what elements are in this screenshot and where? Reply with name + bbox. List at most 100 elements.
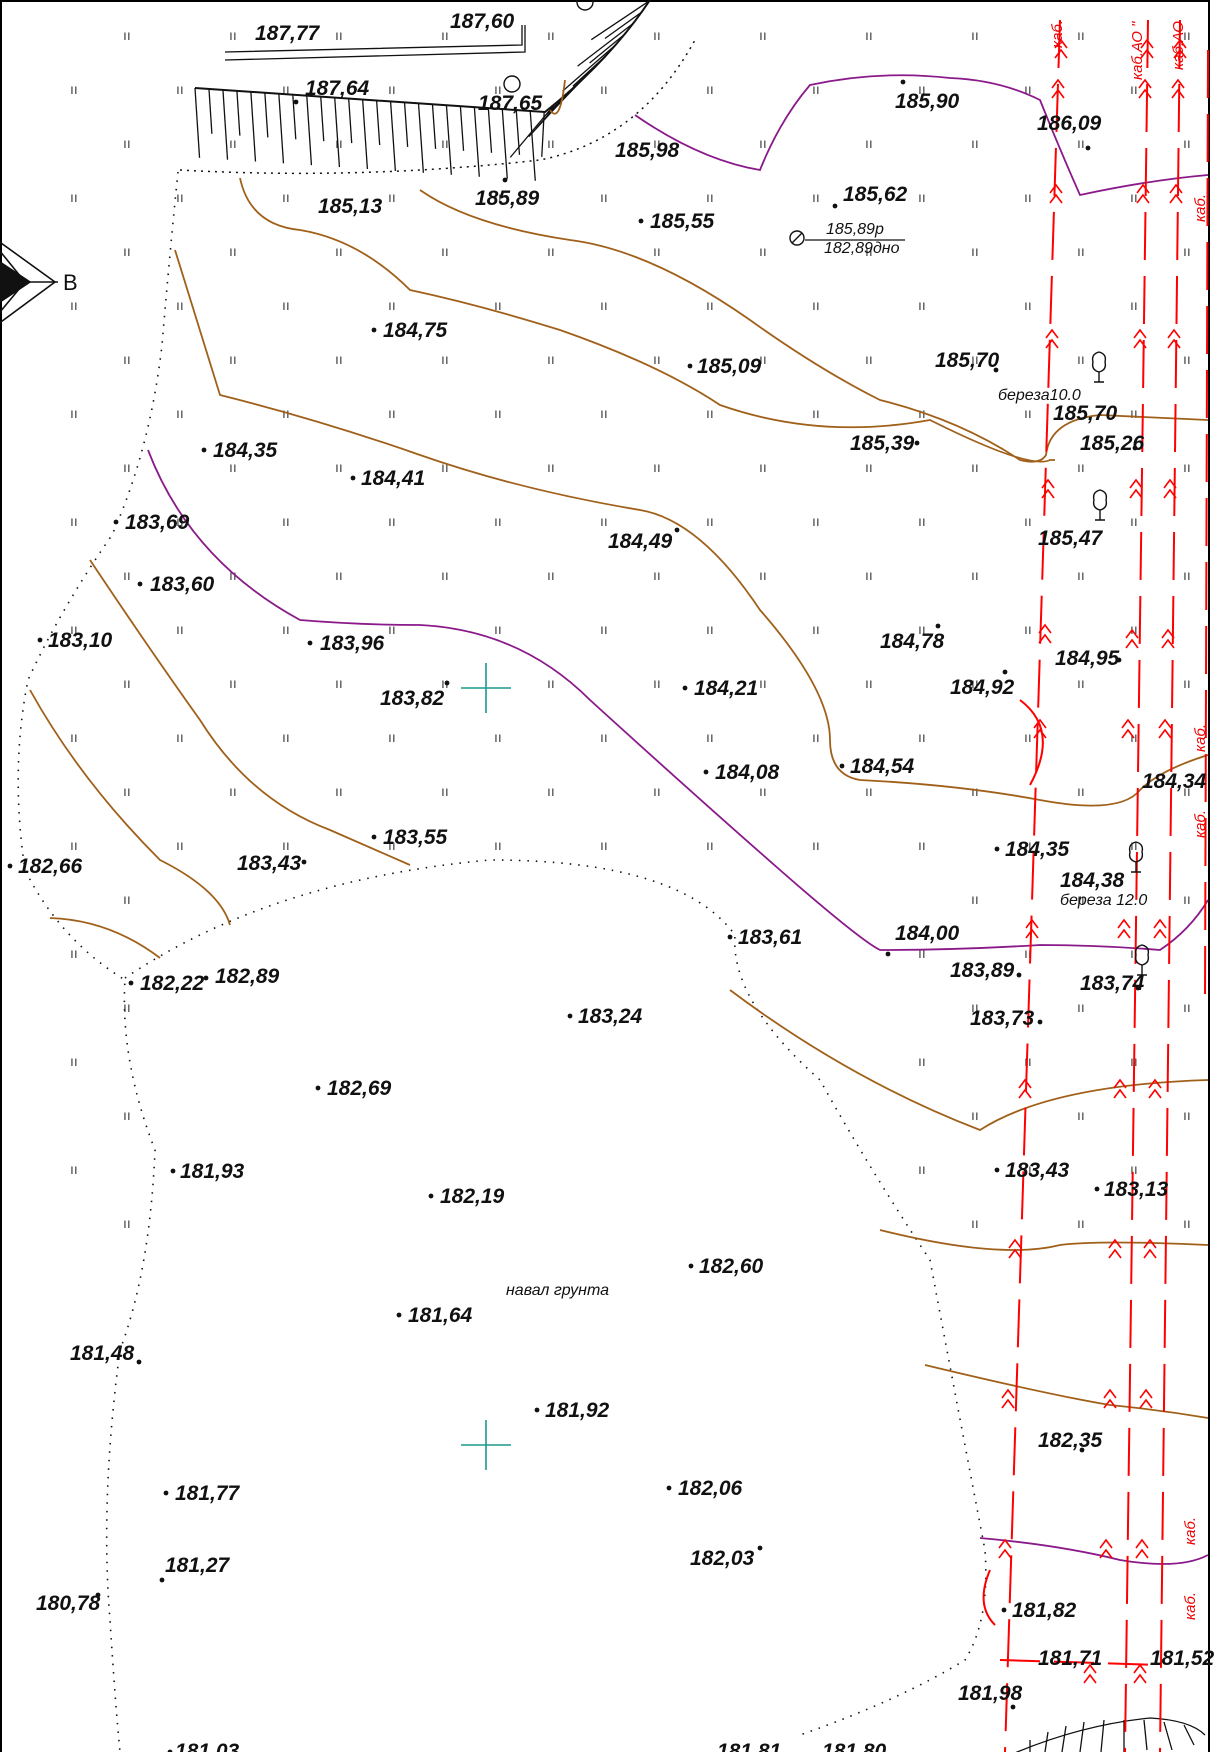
spot-height-dot [136,1359,142,1365]
cable-arrow [1051,78,1065,99]
grass-symbol: ıı [812,405,820,421]
spot-height-dot [935,623,941,629]
grass-symbol: ıı [865,675,873,691]
well-top-elevation: 185,89р [826,221,884,238]
spot-height-dot [1132,445,1138,451]
cable-label: каб. [1049,20,1066,48]
spot-height-label: 187,65 [478,92,543,115]
spot-height-dot [167,1749,173,1752]
spot-height-dot [534,1407,540,1413]
grass-symbol: ıı [335,567,343,583]
grass-symbol: ıı [176,513,184,529]
cable-arrow [1121,718,1135,739]
contour-line [147,449,1209,951]
grass-symbol: ıı [971,999,979,1015]
spot-height-label: 183,74 [1080,972,1145,995]
spot-height-label: 184,49 [608,530,673,553]
cable-arrow [1117,918,1131,939]
spot-height-label: 187,64 [305,77,370,100]
cable-arrow [1167,328,1181,349]
grass-symbol: ıı [1183,351,1191,367]
grass-symbol: ıı [229,135,237,151]
grass-symbol: ıı [123,675,131,691]
contour-line [634,74,1209,197]
spot-height-dot [371,327,377,333]
grass-symbol: ıı [1130,81,1138,97]
grass-symbol: ıı [971,1215,979,1231]
grass-symbol: ıı [759,459,767,475]
grass-symbol: ıı [759,243,767,259]
contour-line [419,189,1209,463]
grass-symbol: ıı [706,405,714,421]
grass-symbol: ıı [70,621,78,637]
grass-symbol: ıı [1077,135,1085,151]
grass-symbol: ıı [812,729,820,745]
grass-symbol: ıı [1024,513,1032,529]
spot-height-label: 185,89 [475,187,540,210]
hatch-line [194,87,201,158]
spot-height-dot [687,363,693,369]
cable-arrow [1125,628,1139,649]
spot-height-dot [428,1193,434,1199]
spot-height-label: 182,19 [440,1185,505,1208]
spot-height-dot [1002,669,1008,675]
spot-height-dot [885,951,891,957]
hatch-line [348,98,353,144]
grass-symbol: ıı [653,27,661,43]
cable-arrow [1025,918,1039,939]
grass-symbol: ıı [441,351,449,367]
grass-symbol: ıı [1183,27,1191,43]
grass-symbol: ıı [123,27,131,43]
grass-symbol: ıı [70,297,78,313]
spot-height-label: 182,35 [1038,1429,1103,1452]
grass-symbol: ıı [1130,837,1138,853]
grid-cross [461,663,511,1470]
grass-symbol: ıı [600,513,608,529]
grass-symbol: ıı [1077,1107,1085,1123]
spot-height-label: 184,21 [694,677,758,700]
cable-arrow [1171,78,1185,99]
hatch-line [292,94,297,140]
spot-height-label: 181,82 [1012,1599,1077,1622]
spot-height-label: 180,78 [36,1592,101,1615]
spot-height-label: 181,71 [1038,1647,1102,1670]
grass-symbol: ıı [494,189,502,205]
cable-labels: каб. каб.АО " каб.АО каб. каб. каб. каб.… [1049,20,1209,1620]
cable-lines [982,19,1209,1752]
grass-symbol: ıı [123,1107,131,1123]
spot-height-label: 183,82 [380,687,445,710]
spot-height-label: 183,43 [237,852,302,875]
grass-symbol: ıı [441,243,449,259]
contour-line [549,79,566,115]
grass-symbol: ıı [547,459,555,475]
spot-height-label: 184,54 [850,755,915,778]
grass-symbol: ıı [1024,189,1032,205]
grass-symbol: ıı [547,243,555,259]
spot-height-label: 181,27 [165,1554,231,1577]
spot-height-dot [839,763,845,769]
grass-symbol: ıı [918,189,926,205]
hatch-line [417,102,425,173]
embankment-slope-bottom [1015,1717,1206,1752]
grass-symbol: ıı [70,405,78,421]
spot-height-dot [1116,657,1122,663]
grass-symbol: ıı [1024,945,1032,961]
spot-height-dot [350,475,356,481]
grass-symbol: ıı [123,351,131,367]
spot-height-dot [638,218,644,224]
spot-height-label: 184,34 [1142,770,1207,793]
spoil-area-boundary [17,171,987,1752]
grass-symbol: ıı [123,135,131,151]
contour-lines [29,74,1209,1565]
grass-symbol: ıı [282,729,290,745]
grass-symbol: ıı [918,81,926,97]
spot-height-label: 183,73 [970,1007,1035,1030]
grass-symbol: ıı [282,297,290,313]
grass-symbol: ıı [971,891,979,907]
grass-symbol: ıı [1024,297,1032,313]
hatch-line [501,108,508,179]
tree-icon [1134,944,1150,976]
contour-line [49,917,161,959]
grass-symbol: ıı [600,837,608,853]
